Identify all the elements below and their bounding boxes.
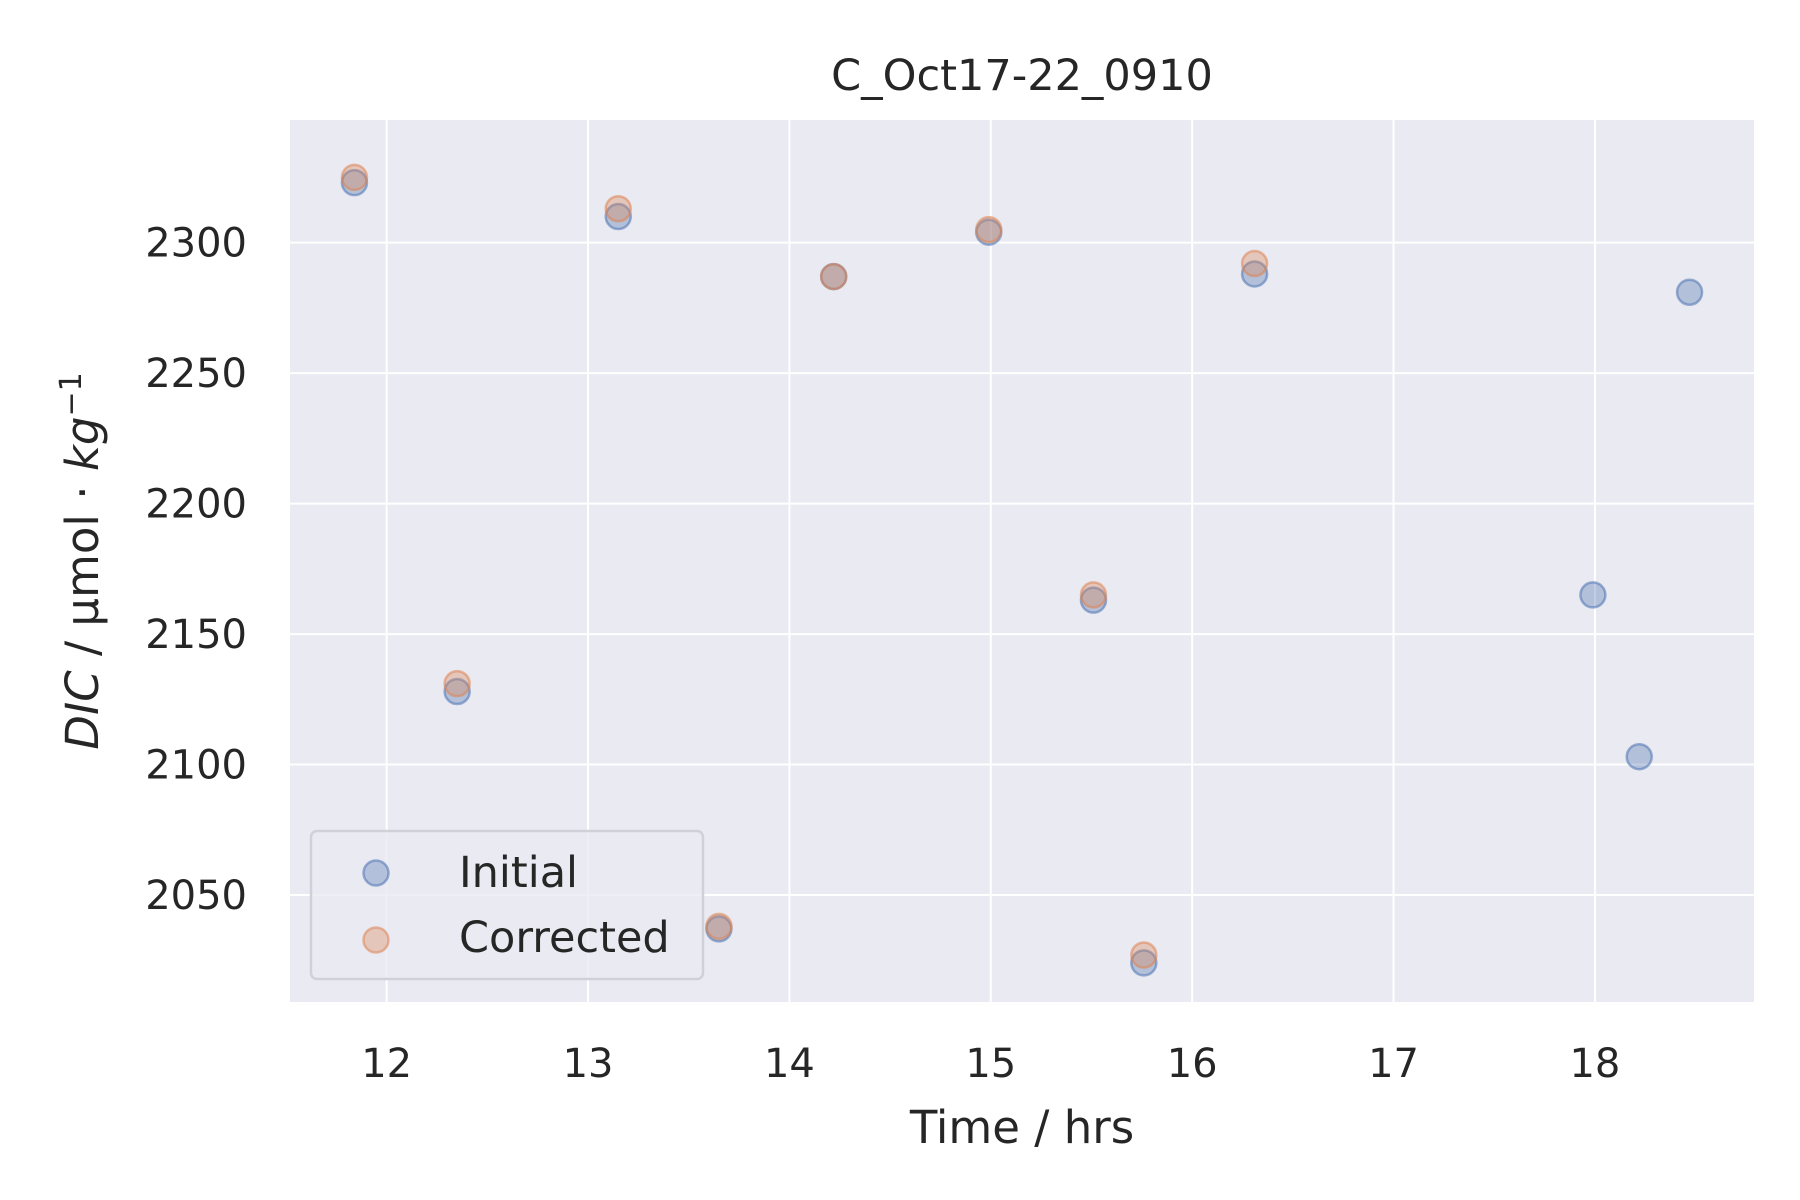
point-initial (604, 202, 632, 231)
legend-label-initial: Initial (459, 848, 578, 898)
chart-title: C_Oct17-22_0910 (831, 51, 1213, 101)
point-corrected (443, 669, 471, 698)
point-corrected (819, 262, 848, 291)
point-corrected (1240, 249, 1269, 278)
point-initial (1675, 278, 1704, 306)
point-corrected (604, 194, 632, 223)
legend-box (309, 829, 705, 981)
point-initial (1579, 581, 1607, 609)
x-tick-labels: 12 13 14 15 16 17 18 (361, 1041, 1620, 1087)
point-corrected (1079, 581, 1108, 609)
point-corrected (340, 163, 369, 192)
x-tick-label: 16 (1167, 1041, 1218, 1087)
point-initial (443, 677, 471, 706)
point-initial (1240, 260, 1269, 288)
data-points (340, 163, 1704, 977)
x-tick-label: 12 (361, 1041, 412, 1087)
legend-label-corrected: Corrected (459, 913, 670, 963)
point-initial (1130, 949, 1158, 977)
y-tick-label: 2200 (145, 482, 247, 528)
legend-marker-corrected (362, 926, 390, 954)
y-tick-label: 2050 (145, 873, 247, 919)
point-corrected (1130, 941, 1158, 969)
point-corrected (705, 912, 733, 941)
x-axis-label: Time / hrs (909, 1101, 1134, 1154)
y-tick-label: 2250 (145, 351, 247, 397)
legend: Initial Corrected (309, 829, 705, 981)
point-initial (1625, 742, 1653, 771)
legend-marker-initial (362, 859, 390, 887)
x-tick-label: 14 (764, 1041, 815, 1087)
y-tick-label: 2100 (145, 743, 247, 789)
y-axis-label: DIC / μmol · kg−1 (54, 372, 110, 749)
y-tick-label: 2300 (145, 221, 247, 267)
y-tick-labels: 2050 2100 2150 2200 2250 2300 (145, 221, 247, 919)
x-tick-label: 13 (563, 1041, 614, 1087)
x-tick-label: 15 (965, 1041, 1016, 1087)
point-corrected (975, 215, 1003, 244)
y-tick-label: 2150 (145, 612, 247, 658)
x-tick-label: 18 (1569, 1041, 1620, 1087)
x-tick-label: 17 (1368, 1041, 1419, 1087)
